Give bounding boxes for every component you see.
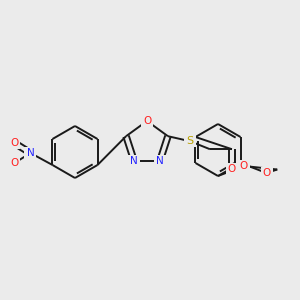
Text: O: O	[228, 164, 236, 174]
Text: N: N	[156, 156, 164, 166]
Bar	[25, 147, 37, 159]
Text: O: O	[240, 161, 248, 171]
Text: N: N	[27, 148, 34, 158]
Text: O: O	[11, 138, 19, 148]
Text: O: O	[143, 116, 151, 126]
Bar	[8, 137, 20, 149]
Bar	[226, 163, 238, 175]
Text: O: O	[262, 168, 271, 178]
Bar	[184, 135, 196, 147]
Bar	[141, 115, 153, 127]
Bar	[260, 167, 272, 179]
Bar	[128, 155, 140, 167]
Text: N: N	[130, 156, 138, 166]
Bar	[8, 157, 20, 169]
Text: S: S	[186, 136, 194, 146]
Bar	[154, 155, 166, 167]
Bar	[238, 160, 250, 172]
Text: O: O	[11, 158, 19, 168]
